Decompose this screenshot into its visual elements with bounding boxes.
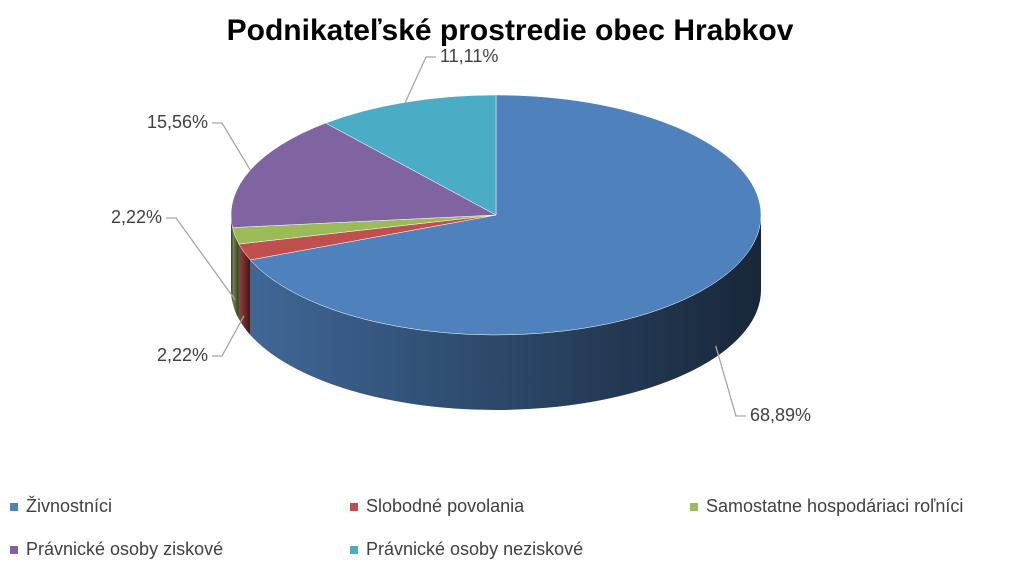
- legend-swatch: [10, 546, 18, 554]
- slice-side: [238, 244, 251, 335]
- slice: [249, 94, 762, 336]
- data-label: 68,89%: [750, 405, 811, 425]
- data-label: 11,11%: [440, 46, 498, 66]
- legend-swatch: [350, 503, 358, 511]
- slice-side: [232, 227, 239, 320]
- chart-title: Podnikateľské prostredie obec Hrabkov: [227, 14, 794, 47]
- data-label: 2,22%: [157, 345, 208, 365]
- leader-line: [715, 345, 746, 417]
- data-label: 15,56%: [147, 112, 208, 132]
- legend-label: Právnické osoby ziskové: [26, 539, 223, 559]
- legend-label: Právnické osoby neziskové: [366, 539, 583, 559]
- legend-label: Slobodné povolania: [366, 496, 525, 516]
- leader-line: [404, 56, 436, 103]
- legend-swatch: [350, 546, 358, 554]
- legend-label: Samostatne hospodáriaci roľníci: [706, 496, 963, 516]
- legend-swatch: [690, 503, 698, 511]
- slice-side: [250, 215, 761, 410]
- leader-line: [212, 315, 245, 357]
- data-label: 2,22%: [111, 207, 162, 227]
- leader-line: [212, 122, 251, 171]
- leader-line: [166, 217, 236, 300]
- slice-side: [231, 215, 233, 303]
- legend-label: Živnostníci: [26, 496, 112, 516]
- legend-swatch: [10, 503, 18, 511]
